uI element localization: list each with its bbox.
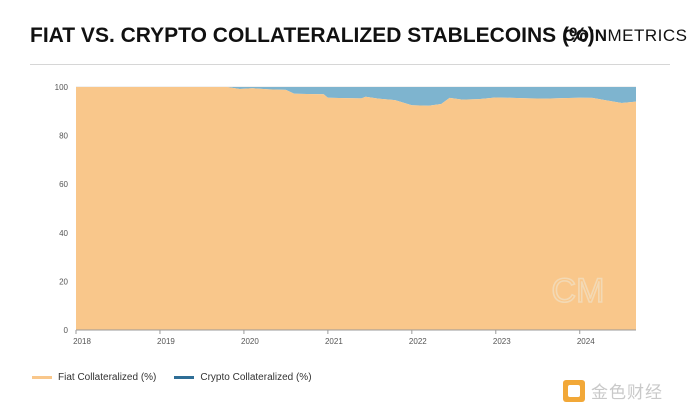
x-tick-label: 2023 xyxy=(493,337,511,346)
header-divider xyxy=(30,64,670,65)
brand-light-text: METRICS xyxy=(607,26,688,45)
y-tick-label: 40 xyxy=(59,229,68,238)
watermark-logo: CM xyxy=(552,272,605,310)
y-tick-label: 80 xyxy=(59,132,68,141)
y-tick-labels: 0 20 40 60 80 100 xyxy=(55,83,69,335)
legend-label-crypto: Crypto Collateralized (%) xyxy=(200,372,312,383)
x-tick-label: 2022 xyxy=(409,337,427,346)
x-tick-label: 2018 xyxy=(73,337,91,346)
brand-bold-text: COIN xyxy=(563,26,608,45)
legend-item-crypto: Crypto Collateralized (%) xyxy=(174,372,312,383)
legend-swatch-fiat xyxy=(32,376,52,379)
series-area-crypto xyxy=(76,87,636,106)
chart-title: FIAT VS. CRYPTO COLLATERALIZED STABLECOI… xyxy=(30,24,595,47)
jinse-finance-logo: 金色财经 xyxy=(563,378,663,403)
y-tick-label: 60 xyxy=(59,180,68,189)
x-tick-label: 2020 xyxy=(241,337,259,346)
legend: Fiat Collateralized (%) Crypto Collatera… xyxy=(32,372,312,383)
jinse-logo-text: 金色财经 xyxy=(591,383,663,402)
coinmetrics-logo: COINMETRICS xyxy=(563,26,688,46)
y-tick-label: 100 xyxy=(55,83,69,92)
series-area-fiat xyxy=(76,87,636,330)
legend-label-fiat: Fiat Collateralized (%) xyxy=(58,372,157,383)
x-tick-label: 2019 xyxy=(157,337,175,346)
x-tick-label: 2024 xyxy=(577,337,595,346)
jinse-logo-icon xyxy=(563,379,585,402)
legend-swatch-crypto xyxy=(174,376,195,379)
y-tick-label: 20 xyxy=(59,277,68,286)
x-tick-label: 2021 xyxy=(325,337,343,346)
x-tick-labels: 2018 2019 2020 2021 2022 2023 2024 xyxy=(73,330,595,346)
legend-item-fiat: Fiat Collateralized (%) xyxy=(32,372,156,383)
y-tick-label: 0 xyxy=(64,326,69,335)
area-series xyxy=(76,87,636,330)
